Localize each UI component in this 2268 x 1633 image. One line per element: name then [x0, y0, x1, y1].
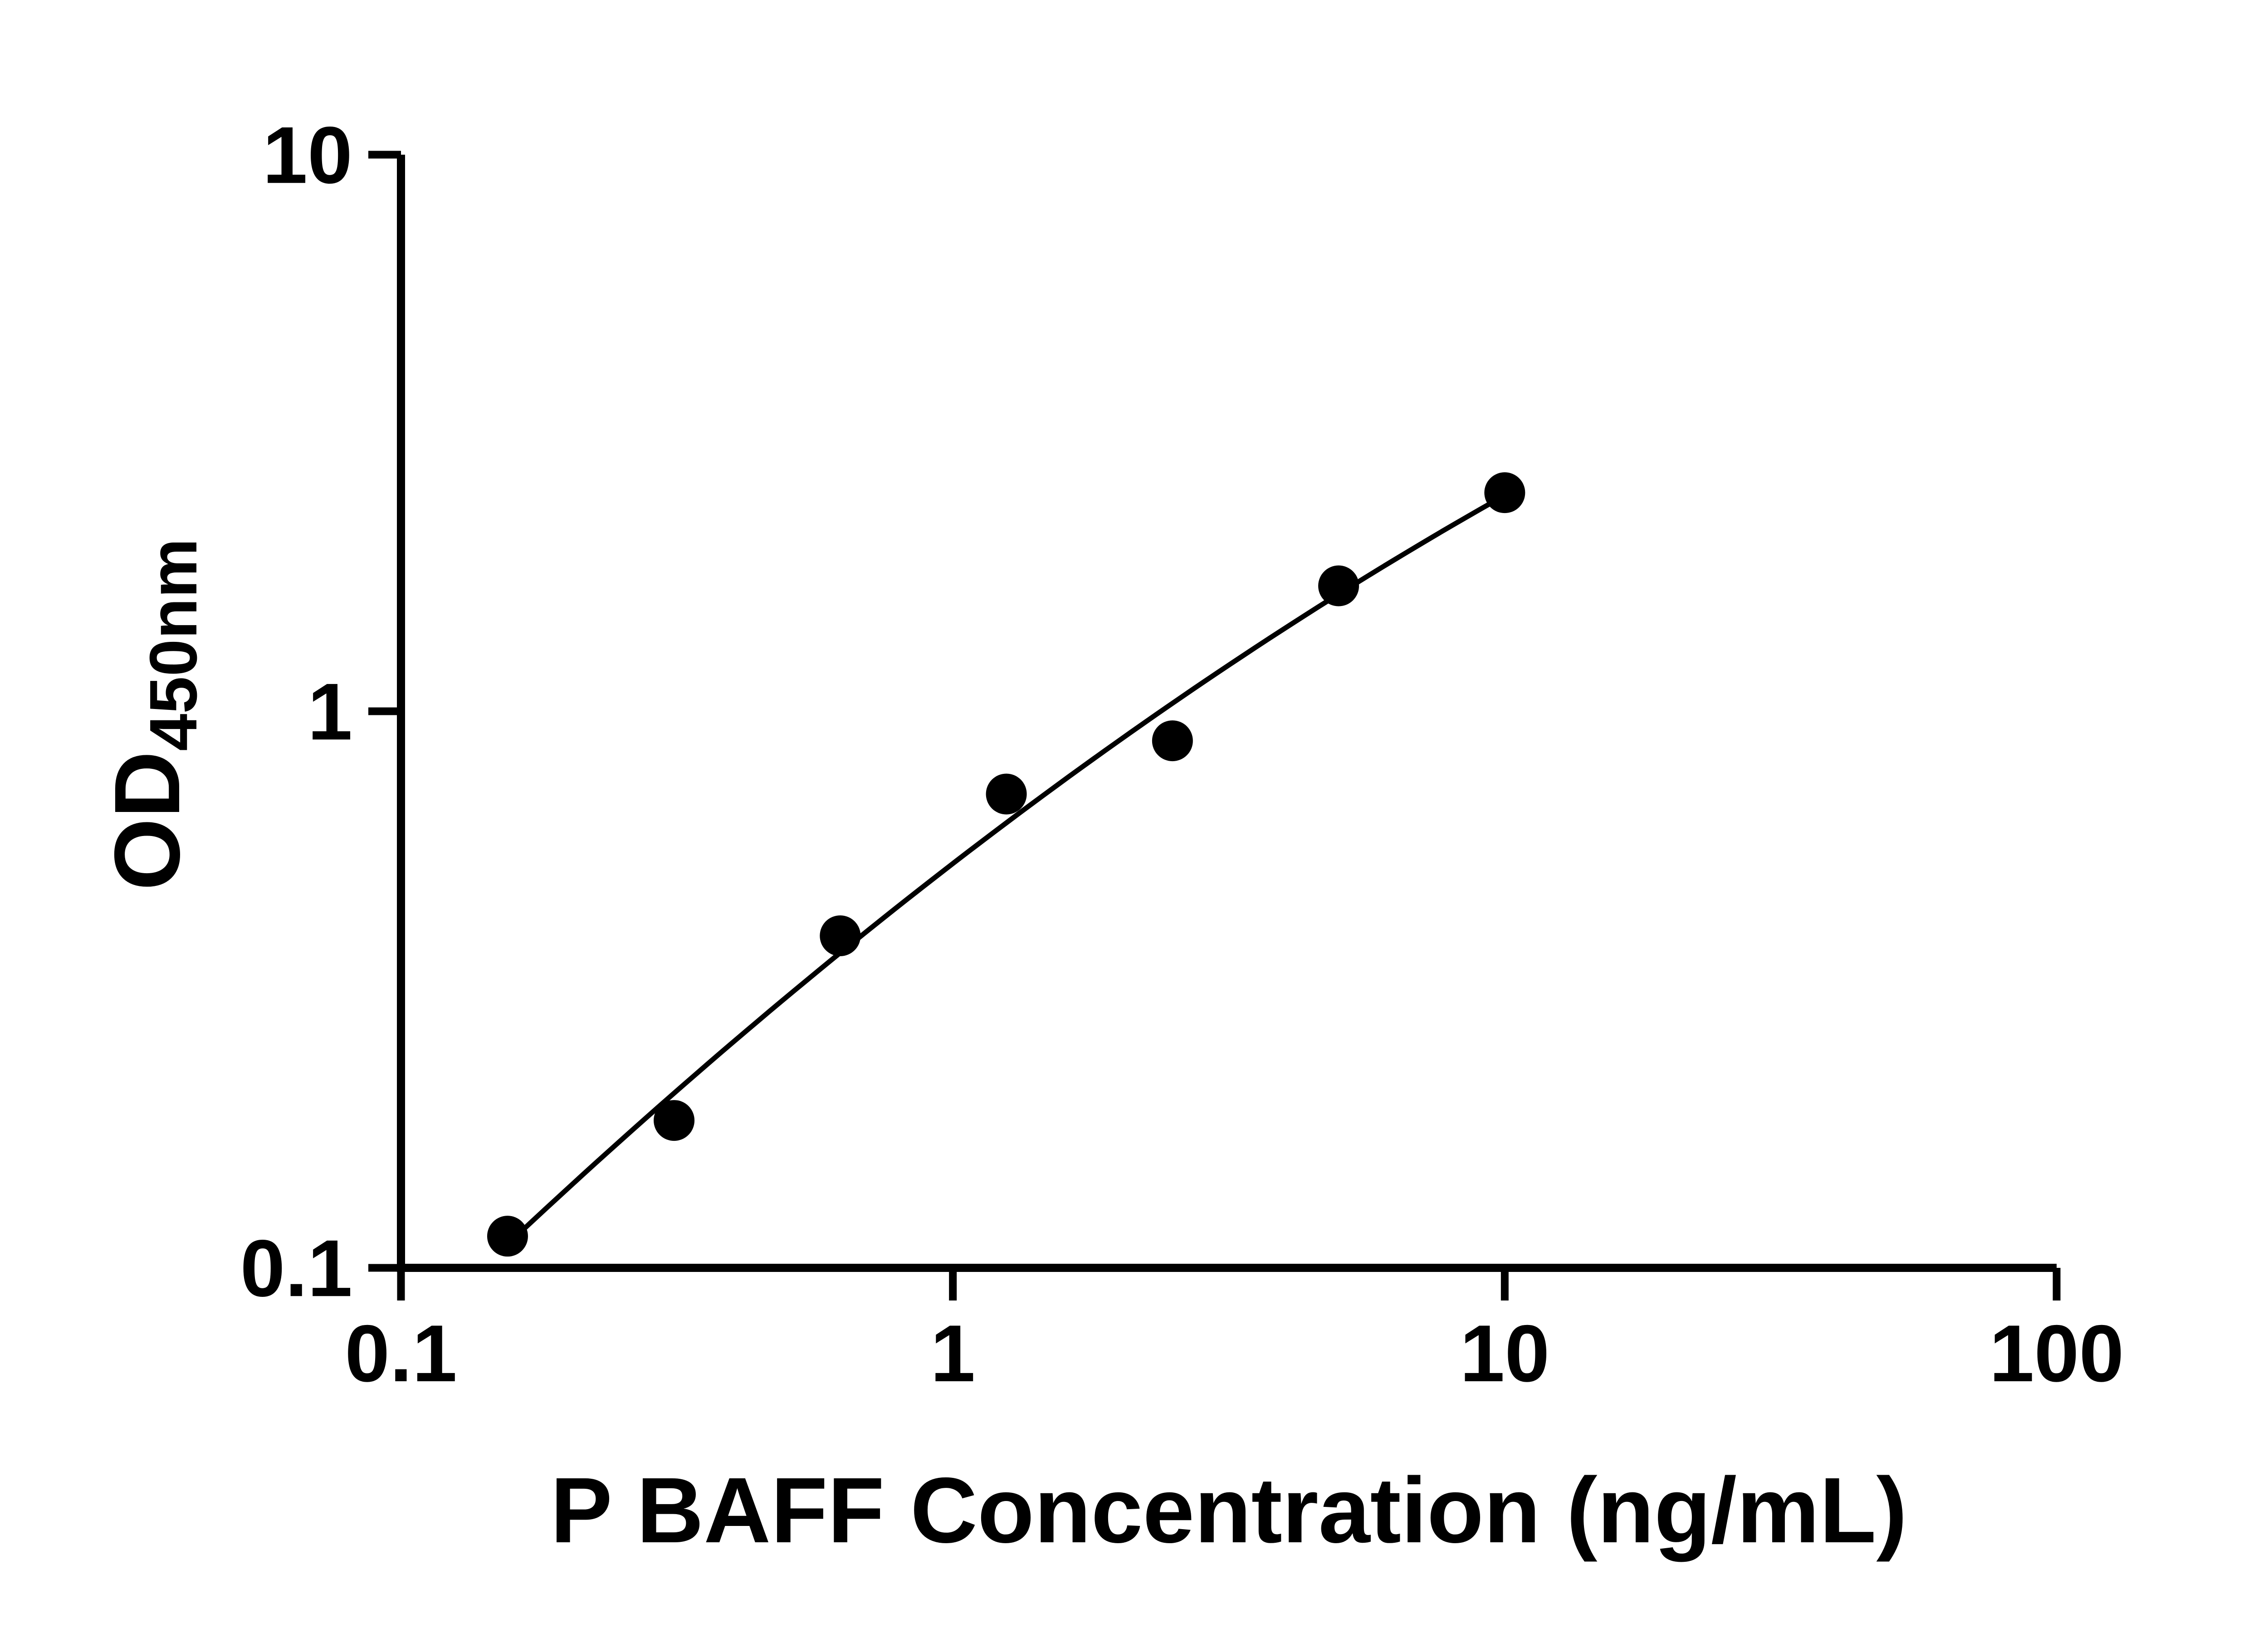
y-tick-label: 0.1	[240, 1223, 352, 1313]
fit-curve	[506, 493, 1506, 1247]
data-point	[1318, 565, 1359, 606]
data-point	[487, 1216, 528, 1257]
data-point	[1152, 720, 1193, 762]
x-tick-label: 1	[930, 1308, 975, 1398]
data-point	[820, 915, 861, 956]
x-tick-label: 0.1	[345, 1308, 457, 1398]
data-point	[986, 773, 1027, 815]
x-axis-title: P BAFF Concentration (ng/mL)	[550, 1458, 1907, 1562]
y-axis-title-sub: 450nm	[136, 538, 211, 751]
x-tick-label: 100	[1989, 1308, 2124, 1398]
y-tick-label: 10	[263, 110, 352, 200]
y-tick-label: 1	[308, 666, 352, 757]
x-tick-label: 10	[1460, 1308, 1549, 1398]
y-axis-title-main: OD	[95, 751, 199, 891]
y-axis-title: OD450nm	[95, 538, 211, 890]
plot-area: 0.1 1 10 100 0.1 1 10	[240, 110, 2124, 1398]
data-point	[654, 1100, 695, 1141]
data-point	[1484, 472, 1525, 513]
